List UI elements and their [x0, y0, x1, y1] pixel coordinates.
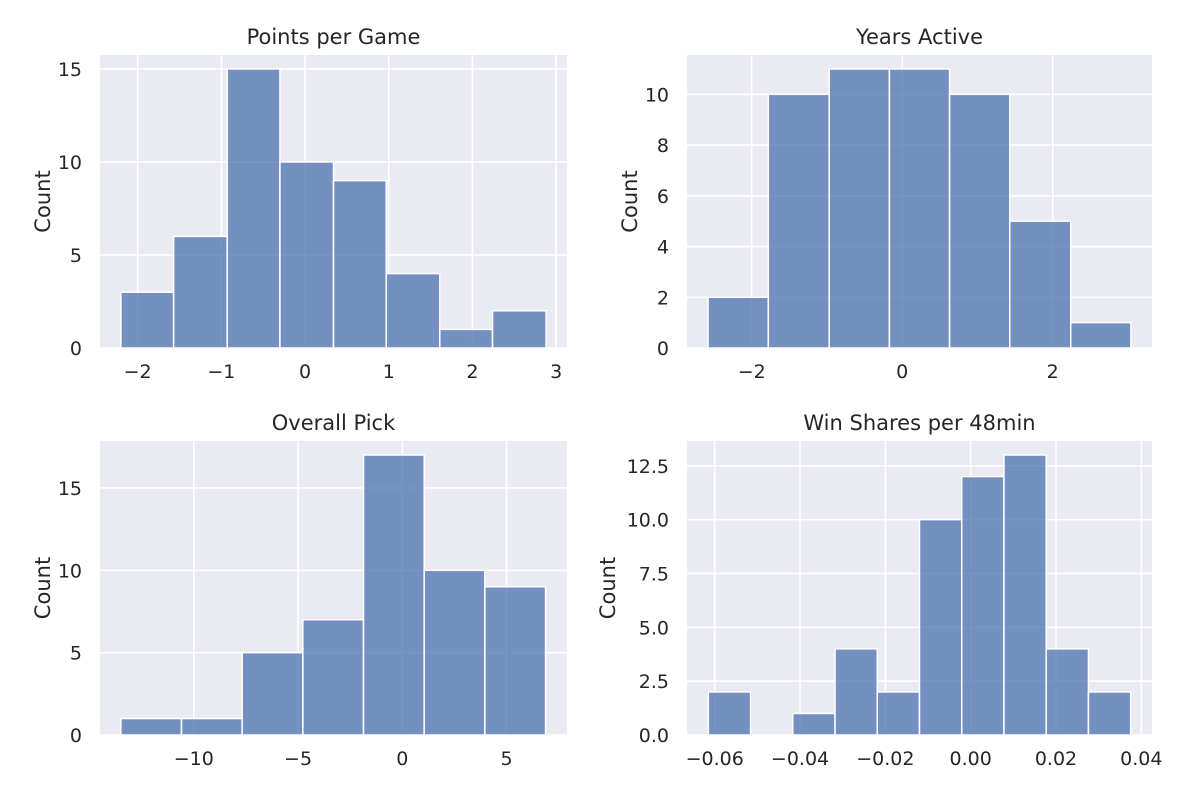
y-tick-label: 6 [657, 186, 669, 208]
x-tick-label: −0.04 [771, 748, 829, 770]
y-tick-label: 10 [645, 84, 669, 106]
panel-overall-pick: −10 −5 0 5 0 5 10 15 Overall Pick Count [31, 411, 567, 770]
y-tick-label: 10 [58, 560, 82, 582]
histogram-bar [484, 586, 547, 736]
chart-title: Win Shares per 48min [803, 411, 1035, 435]
x-tick-label: −5 [284, 748, 312, 770]
chart-title: Overall Pick [272, 411, 396, 435]
y-tick-label: 0 [657, 338, 669, 360]
y-tick-label: 2 [657, 287, 669, 309]
y-tick-label: 0.0 [639, 725, 669, 747]
x-tick-label: 2 [466, 361, 478, 383]
histogram-bar [828, 68, 891, 349]
panel-years-active: −2 0 2 0 2 4 6 8 10 Years Active Count [618, 25, 1152, 383]
y-tick-label: 15 [58, 59, 82, 81]
histogram-bar [1069, 321, 1132, 349]
y-tick-label: 2.5 [639, 671, 669, 693]
x-tick-label: 2 [1047, 361, 1059, 383]
y-tick-label: 10.0 [627, 510, 669, 532]
histogram-bar [876, 691, 921, 736]
histogram-bar [439, 328, 494, 349]
y-tick-label: 12.5 [627, 456, 669, 478]
histogram-bar [120, 291, 175, 349]
y-tick-label: 4 [657, 237, 669, 259]
histogram-bar [948, 93, 1011, 349]
histogram-bar [834, 648, 879, 736]
x-tick-label: 1 [383, 361, 395, 383]
histogram-bar [1045, 648, 1090, 736]
histogram-bar [226, 68, 281, 349]
histogram-bar [302, 618, 365, 736]
y-tick-label: 8 [657, 135, 669, 157]
panel-points-per-game: −2 −1 0 1 2 3 0 5 10 15 Points per Game Count [31, 25, 567, 383]
histogram-bar [1009, 220, 1072, 349]
x-tick-label: −2 [124, 361, 152, 383]
x-tick-label: −1 [207, 361, 235, 383]
histogram-bar [707, 296, 770, 349]
histogram-bar [888, 68, 951, 349]
x-tick-label: 3 [550, 361, 562, 383]
histogram-bar [423, 569, 486, 736]
x-tick-label: 0.04 [1120, 748, 1162, 770]
chart-title: Years Active [855, 25, 983, 49]
x-tick-label: −2 [738, 361, 766, 383]
x-tick-label: 0 [299, 361, 311, 383]
histogram-bar [332, 179, 387, 349]
y-axis-label: Count [31, 557, 55, 619]
histogram-bar [362, 454, 425, 736]
y-axis-label: Count [618, 170, 642, 232]
y-tick-label: 10 [58, 152, 82, 174]
panel-win-shares-per-48min: −0.06 −0.04 −0.02 0.00 0.02 0.04 0.0 2.5 5.0 7.5 1… [596, 411, 1162, 770]
x-tick-label: 5 [500, 748, 512, 770]
x-tick-label: 0 [896, 361, 908, 383]
histogram-bar [1087, 691, 1132, 736]
y-tick-label: 0 [70, 338, 82, 360]
histogram-bar [1003, 454, 1047, 736]
histogram-bar [180, 717, 243, 736]
x-tick-label: 0 [396, 748, 408, 770]
x-tick-label: −0.06 [686, 748, 744, 770]
x-tick-label: 0.02 [1035, 748, 1077, 770]
histogram-bar [707, 691, 752, 736]
y-tick-label: 15 [58, 478, 82, 500]
y-tick-label: 5 [70, 643, 82, 665]
histogram-bar [960, 475, 1005, 736]
histogram-bar [792, 712, 836, 736]
y-axis-label: Count [31, 170, 55, 232]
histogram-bar [767, 93, 830, 349]
histogram-bar [279, 161, 335, 349]
x-tick-label: −10 [174, 748, 214, 770]
histogram-bar [172, 235, 228, 349]
y-tick-label: 5 [70, 245, 82, 267]
y-axis-label: Count [596, 557, 620, 619]
chart-title: Points per Game [247, 25, 421, 49]
histogram-bar [241, 651, 304, 736]
y-tick-label: 5.0 [639, 617, 669, 639]
x-tick-label: −0.02 [856, 748, 914, 770]
histogram-bar [385, 272, 441, 349]
histogram-bar [120, 717, 183, 736]
histogram-bar [918, 518, 963, 736]
y-tick-label: 0 [70, 725, 82, 747]
y-tick-label: 7.5 [639, 563, 669, 585]
histogram-bar [491, 310, 547, 349]
x-tick-label: 0.00 [950, 748, 992, 770]
